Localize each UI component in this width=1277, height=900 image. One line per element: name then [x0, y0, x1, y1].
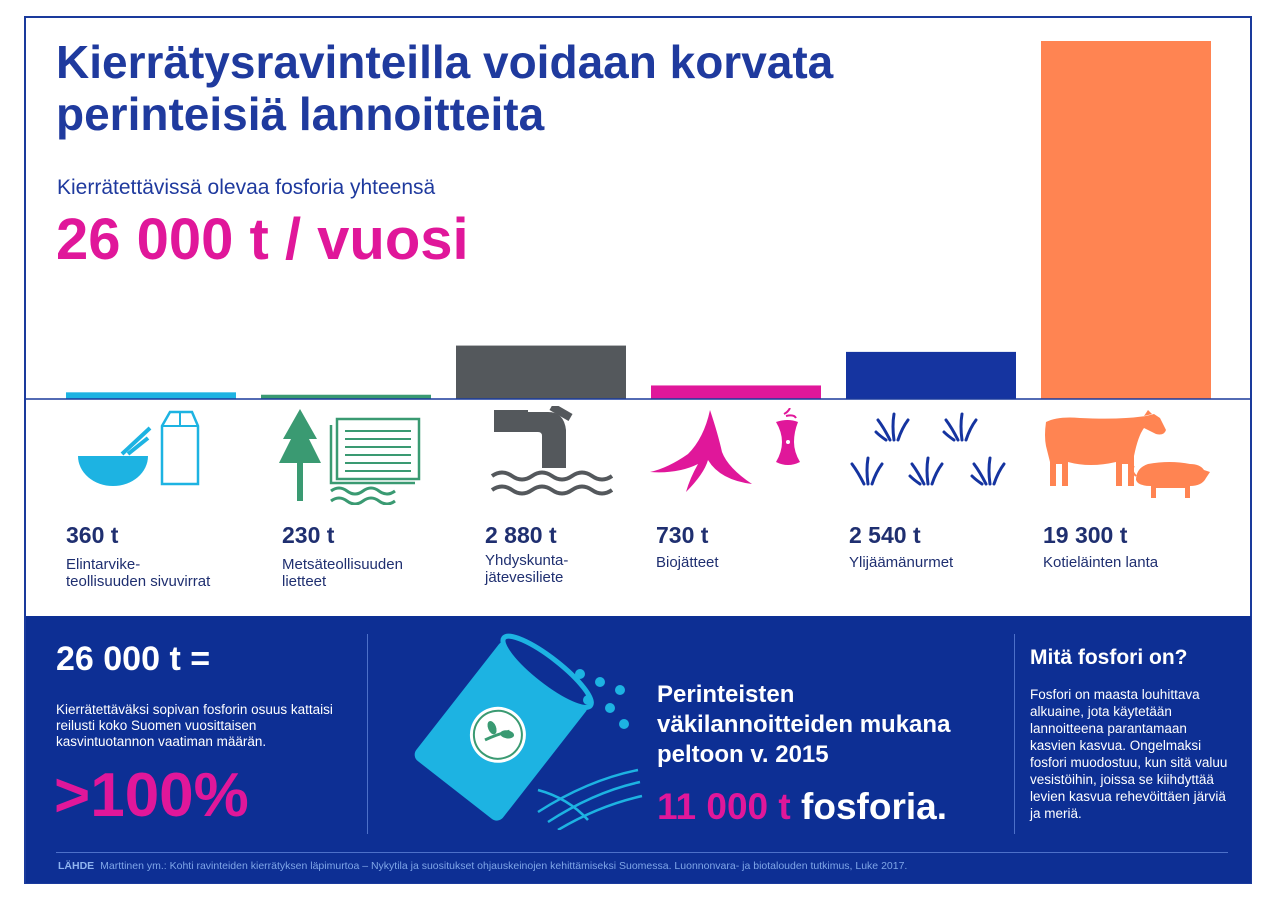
total-subtitle: Kierrätettävissä olevaa fosforia yhteens…: [57, 176, 436, 199]
bar-6: [1041, 41, 1211, 399]
bar-group: [66, 41, 1211, 399]
phosphorus-info-heading: Mitä fosfori on?: [1030, 646, 1188, 669]
divider: [367, 634, 368, 834]
value-label-sewage-sludge: 2 880 t: [485, 522, 557, 548]
source-citation: LÄHDE Marttinen ym.: Kohti ravinteiden ki…: [58, 860, 907, 872]
panel-total-description: Kierrätettäväksi sopivan fosforin osuus …: [56, 702, 333, 749]
panel-percentage: >100%: [54, 761, 249, 830]
banana-peel-and-apple-core-icon: [650, 408, 800, 492]
fertilizer-amount-suffix: fosforia.: [801, 786, 947, 827]
category-label-sewage-sludge: Yhdyskunta- jätevesiliete: [485, 552, 569, 586]
panel-total-heading: 26 000 t =: [56, 640, 211, 678]
category-label-biowaste: Biojätteet: [656, 554, 719, 571]
category-label-food-industry: Elintarvike- teollisuuden sivuvirrat: [66, 556, 211, 590]
value-label-manure: 19 300 t: [1043, 522, 1128, 548]
value-label-food-industry: 360 t: [66, 522, 119, 548]
source-text: Marttinen ym.: Kohti ravinteiden kierrät…: [100, 860, 908, 872]
phosphorus-info-text: Fosfori on maasta louhittava alkuaine, j…: [1030, 687, 1228, 821]
total-value: 26 000 t / vuosi: [56, 207, 469, 272]
value-label-surplus-grass: 2 540 t: [849, 522, 921, 548]
bowl-and-milk-carton-icon: [78, 410, 200, 486]
bar-chart: [26, 41, 1251, 400]
info-panel: [26, 616, 1251, 883]
grass-icon: [850, 412, 1006, 486]
tree-and-paper-icon: [279, 409, 421, 505]
bar-5: [846, 351, 1016, 399]
category-label-manure: Kotieläinten lanta: [1043, 554, 1159, 571]
source-label: LÄHDE: [58, 860, 95, 872]
value-label-biowaste: 730 t: [656, 522, 709, 548]
bar-2: [261, 394, 431, 399]
category-label-surplus-grass: Ylijäämänurmet: [849, 554, 954, 571]
cow-and-pig-icon: [1045, 410, 1210, 498]
panel-fertilizer-text: Perinteisten väkilannoitteiden mukana pe…: [657, 681, 951, 768]
fertilizer-amount-value: 11 000 t: [657, 786, 791, 827]
fertilizer-bucket-icon: [414, 633, 643, 830]
bar-1: [66, 392, 236, 399]
bar-3: [456, 345, 626, 399]
value-label-forest-industry: 230 t: [282, 522, 335, 548]
category-label-forest-industry: Metsäteollisuuden lietteet: [282, 556, 403, 590]
bar-4: [651, 385, 821, 399]
panel-fertilizer-amount: 11 000 t fosforia.: [657, 786, 947, 828]
page-title: Kierrätysravinteilla voidaan korvata per…: [56, 36, 834, 140]
sewage-pipe-icon: [490, 406, 613, 496]
divider: [1014, 634, 1015, 834]
source-divider: [56, 852, 1228, 853]
